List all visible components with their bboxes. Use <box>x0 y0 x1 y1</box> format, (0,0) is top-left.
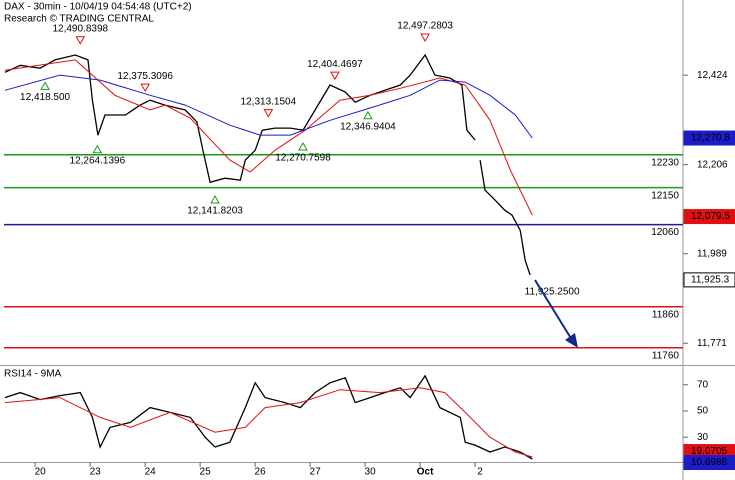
high-marker <box>263 109 274 118</box>
series-line <box>4 387 533 458</box>
annotation-label: 12,141.8203 <box>187 206 243 217</box>
annotation-label: 12,418.500 <box>20 92 70 103</box>
chart-subtitle: Research © TRADING CENTRAL <box>4 14 154 25</box>
price-tag-label: 19.0705 <box>691 446 728 457</box>
price-tag <box>683 209 735 225</box>
price-tag-label: 10.6988 <box>691 457 728 468</box>
x-tick-label: 26 <box>255 467 267 478</box>
x-tick-label: 27 <box>310 467 322 478</box>
price-tag-label: 12,079.5 <box>691 211 730 222</box>
x-tick-label: 20 <box>35 467 47 478</box>
annotation-label: 12,404.4697 <box>307 59 363 70</box>
level-label: 11760 <box>652 350 680 361</box>
level-label: 12150 <box>651 190 679 201</box>
low-marker <box>40 81 50 90</box>
high-marker <box>420 33 430 43</box>
level-label: 11860 <box>652 309 680 320</box>
x-tick-label: 23 <box>90 467 102 478</box>
annotation-label: 12,490.8398 <box>52 23 108 34</box>
high-marker <box>330 71 340 81</box>
y-tick-label: 50 <box>697 406 709 417</box>
high-marker <box>75 36 86 45</box>
high-marker <box>140 83 151 93</box>
forecast-arrow <box>534 279 573 341</box>
arrow-head <box>565 333 578 348</box>
x-tick-label: 24 <box>145 467 157 478</box>
price-tag <box>683 455 735 471</box>
low-marker <box>92 144 103 154</box>
annotation-label: 12,375.3096 <box>117 71 173 82</box>
annotation-label: 12,497.2803 <box>397 21 453 32</box>
low-marker <box>363 110 373 120</box>
price-tag-label: 11,925.3 <box>691 275 730 286</box>
annotation-label: 12,346.9404 <box>340 121 396 132</box>
y-tick-label: 11,989 <box>697 248 727 259</box>
y-tick-label: 30 <box>697 432 709 443</box>
x-tick-label: 30 <box>365 467 377 478</box>
x-tick-label: Oct <box>417 467 434 478</box>
price-tag <box>683 272 735 288</box>
price-tag <box>683 130 735 146</box>
series-line <box>4 374 533 460</box>
y-tick-label: 12,206 <box>697 159 728 170</box>
level-label: 12230 <box>651 157 679 168</box>
low-marker <box>210 194 220 204</box>
y-tick-label: 12,424 <box>697 70 728 81</box>
y-tick-label: 70 <box>697 379 709 390</box>
rsi-title: RSI14 - 9MA <box>4 369 62 380</box>
annotation-label: 12,270.7598 <box>275 153 331 164</box>
low-marker <box>298 142 308 151</box>
y-tick-label: 11,771 <box>697 338 727 349</box>
level-label: 12060 <box>651 227 679 238</box>
x-tick-label: 25 <box>200 467 212 478</box>
series-line <box>4 53 531 276</box>
plot: 12,424 12,206 11,989 11,771 12230 12150 12060 1… <box>4 21 735 478</box>
chart-title: DAX - 30min - 10/04/19 04:54:48 (UTC+2) <box>4 2 192 13</box>
series-line <box>4 59 533 216</box>
annotation-label: 12,313.1504 <box>241 96 297 107</box>
x-tick-label: 2 <box>477 467 483 478</box>
annotation-label: 12,264.1396 <box>70 155 126 166</box>
series-line <box>4 74 533 139</box>
price-tag-label: 12,270.8 <box>691 133 730 144</box>
annotation-label: 11,925.2500 <box>525 287 580 298</box>
